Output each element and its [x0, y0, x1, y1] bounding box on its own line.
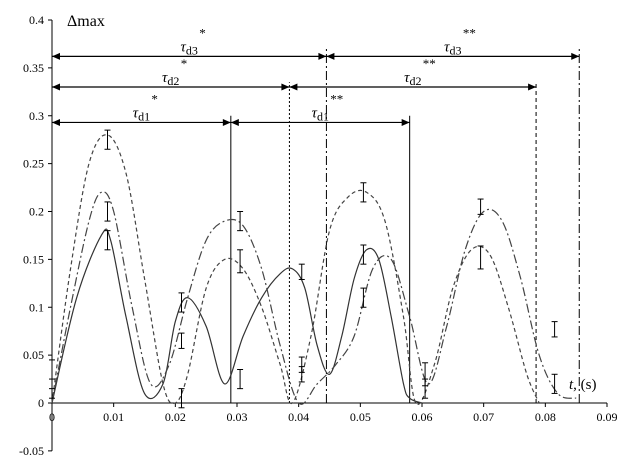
x-tick-label: 0.01	[103, 410, 124, 424]
error-bar	[237, 211, 244, 232]
x-tick-label: 0.04	[288, 410, 309, 424]
series-line-solid	[51, 228, 423, 404]
x-tick-label: 0.03	[227, 410, 248, 424]
arrowhead-left	[289, 83, 298, 91]
interval-superscript: **	[423, 56, 436, 71]
interval-label: τd1	[133, 105, 150, 123]
y-tick-label: 0.15	[23, 252, 44, 266]
interval-superscript: **	[463, 25, 476, 40]
error-bar	[104, 129, 111, 150]
arrowhead-left	[52, 52, 60, 60]
arrowhead-right	[528, 83, 537, 91]
interval-superscript: *	[181, 56, 188, 71]
x-tick-label: 0.09	[597, 410, 618, 424]
y-tick-label: 0.2	[29, 205, 44, 219]
x-tick-label: 0.06	[412, 410, 433, 424]
x-tick-label: 0.05	[350, 410, 371, 424]
error-bar	[178, 292, 185, 313]
error-bar	[360, 182, 367, 203]
interval-annotation: τd2**	[289, 56, 537, 91]
series-line-dashed	[51, 134, 540, 406]
y-tick-label: 0.3	[29, 109, 44, 123]
error-bar	[178, 388, 185, 409]
interval-label: τd2	[404, 70, 421, 88]
interval-superscript: *	[199, 25, 206, 40]
error-bar-group	[49, 129, 558, 409]
y-tick-label: 0.35	[23, 61, 44, 75]
error-bar	[178, 332, 185, 349]
error-bar	[477, 198, 484, 215]
error-bar	[49, 378, 55, 399]
arrowhead-left	[326, 52, 335, 60]
error-bar	[360, 244, 367, 265]
interval-annotation: τd2*	[52, 56, 290, 91]
interval-superscript: **	[330, 91, 343, 106]
interval-boundaries	[230, 48, 580, 403]
x-tick-label: 0.02	[165, 410, 186, 424]
y-tick-label: 0.4	[29, 13, 44, 27]
interval-label: τd3	[444, 39, 461, 57]
x-axis-variable: t	[569, 377, 574, 393]
error-bar	[298, 366, 305, 383]
x-axis-unit: , (s)	[573, 377, 596, 393]
arrowhead-left	[52, 118, 60, 126]
error-bar	[551, 373, 558, 394]
error-bar	[477, 245, 484, 270]
x-tick-label: 0.08	[535, 410, 556, 424]
arrowhead-right	[281, 83, 290, 91]
interval-label: τd1	[312, 105, 329, 123]
y-tick-label: -0.05	[19, 444, 44, 457]
error-bar	[298, 263, 305, 280]
error-bar	[237, 368, 244, 390]
arrowhead-right	[222, 118, 231, 126]
interval-label: τd3	[181, 39, 198, 57]
error-bar	[104, 230, 111, 251]
y-axis-label: Δmax	[67, 13, 105, 30]
series-line-dashdot	[51, 191, 577, 405]
interval-superscript: *	[151, 91, 158, 106]
interval-annotation: τd3*	[52, 25, 327, 60]
interval-annotation: τd1**	[230, 91, 410, 126]
error-bar	[104, 201, 111, 222]
interval-annotations: τd3*τd3**τd2*τd2**τd1*τd1**	[52, 25, 580, 126]
arrowhead-right	[401, 118, 410, 126]
interval-annotation: τd1*	[52, 91, 231, 126]
x-tick-label: 0.07	[473, 410, 494, 424]
y-tick-label: 0	[38, 396, 44, 410]
arrowhead-right	[318, 52, 327, 60]
x-tick-label: 0	[49, 410, 55, 424]
interval-label: τd2	[162, 70, 179, 88]
error-bar	[551, 321, 558, 338]
arrowhead-left	[230, 118, 239, 126]
arrowhead-left	[52, 83, 60, 91]
error-bar	[237, 249, 244, 274]
y-tick-label: 0.05	[23, 348, 44, 362]
error-bar	[360, 287, 367, 308]
arrowhead-right	[571, 52, 580, 60]
chart-axes: -0.05 0 0.05 0.1 0.15 0.2 0.25 0.3 0.35 0.4 0 0.01 0…	[19, 13, 618, 457]
x-axis-label: t, (s)	[569, 377, 597, 393]
series-group	[51, 134, 577, 406]
y-tick-label: 0.1	[29, 300, 44, 314]
interval-annotation: τd3**	[326, 25, 580, 60]
y-tick-label: 0.25	[23, 157, 44, 171]
error-bar	[422, 378, 429, 399]
